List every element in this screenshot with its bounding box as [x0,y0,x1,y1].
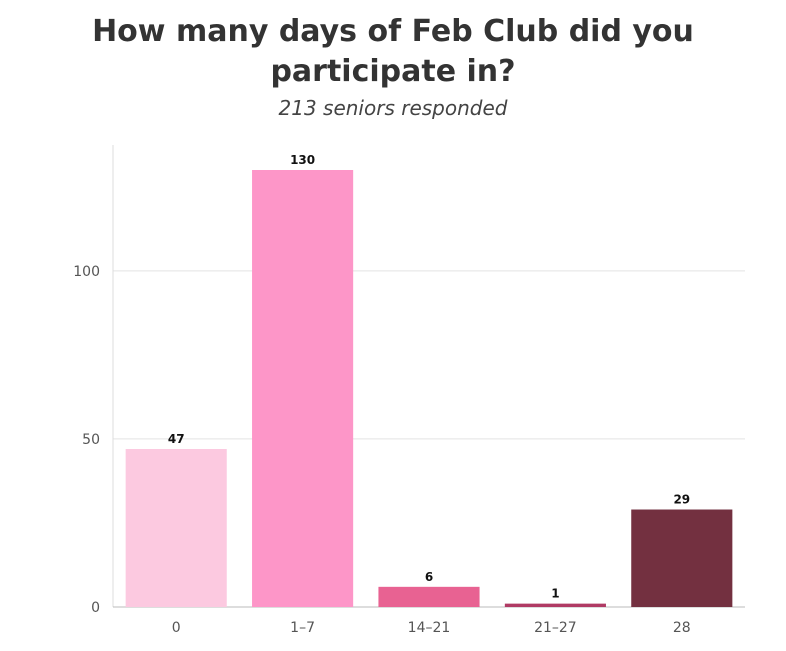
bar [631,509,733,607]
bar [378,586,480,607]
bar-value-label: 1 [551,587,559,601]
bar [252,170,354,607]
y-tick-label: 50 [82,432,100,448]
bar [125,449,227,607]
grid-lines [113,270,745,440]
y-axis-tick-labels: 0 50 100 [73,264,100,616]
x-axis-tick-labels: 0 1–7 14–21 21–27 28 [172,620,691,636]
bar [504,603,606,607]
chart-subtitle: 213 seniors responded [278,96,508,120]
y-tick-label: 100 [73,264,100,280]
y-tick-label: 0 [91,600,100,616]
bar-value-label: 47 [168,432,185,446]
bars [125,170,733,607]
data-labels: 47 130 6 1 29 [168,153,690,601]
x-tick-label: 21–27 [534,620,577,636]
x-tick-label: 1–7 [290,620,315,636]
x-tick-label: 0 [172,620,181,636]
bar-value-label: 29 [673,493,690,507]
x-tick-label: 28 [673,620,691,636]
x-tick-label: 14–21 [408,620,451,636]
chart-title: How many days of Feb Club did you partic… [0,12,786,92]
bar-value-label: 130 [290,153,315,167]
chart-title-text: How many days of Feb Club did you partic… [92,14,694,89]
bar-value-label: 6 [425,570,433,584]
